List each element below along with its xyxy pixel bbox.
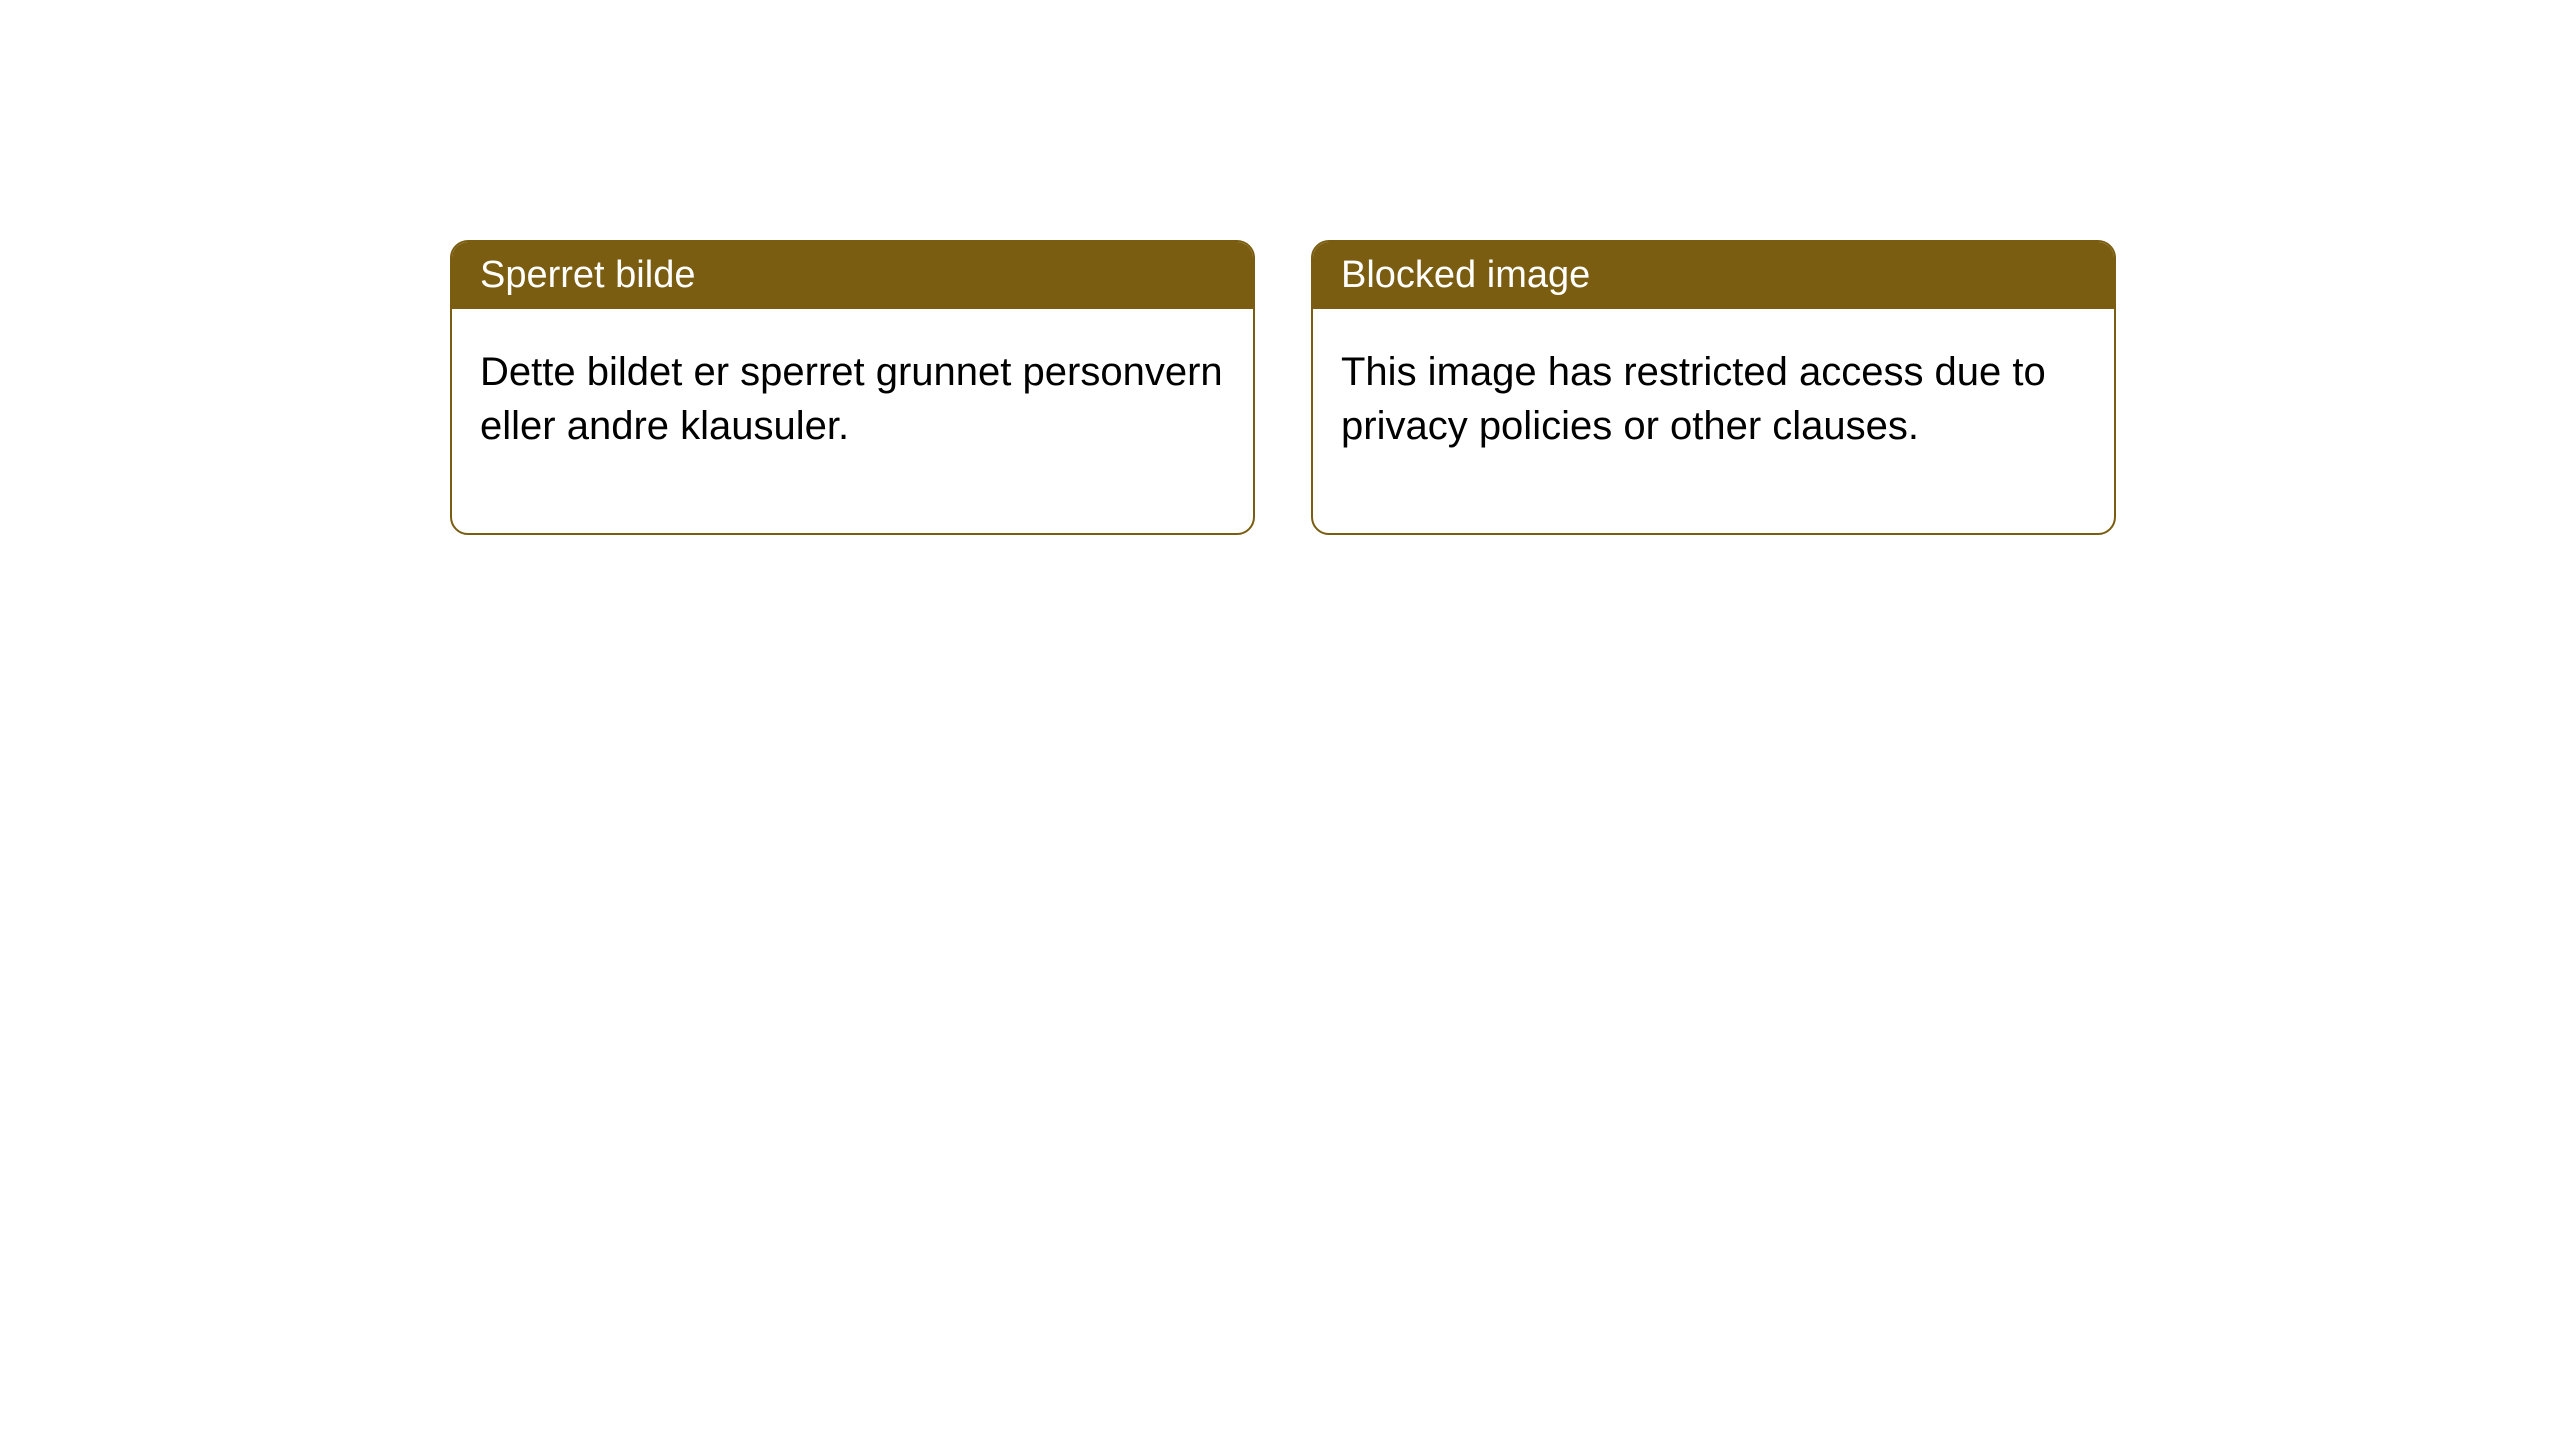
notice-card-english: Blocked image This image has restricted … <box>1311 240 2116 535</box>
notice-card-norwegian: Sperret bilde Dette bildet er sperret gr… <box>450 240 1255 535</box>
notice-title: Sperret bilde <box>452 242 1253 309</box>
notice-container: Sperret bilde Dette bildet er sperret gr… <box>450 240 2116 535</box>
notice-body: Dette bildet er sperret grunnet personve… <box>452 309 1253 533</box>
notice-title: Blocked image <box>1313 242 2114 309</box>
notice-body: This image has restricted access due to … <box>1313 309 2114 533</box>
